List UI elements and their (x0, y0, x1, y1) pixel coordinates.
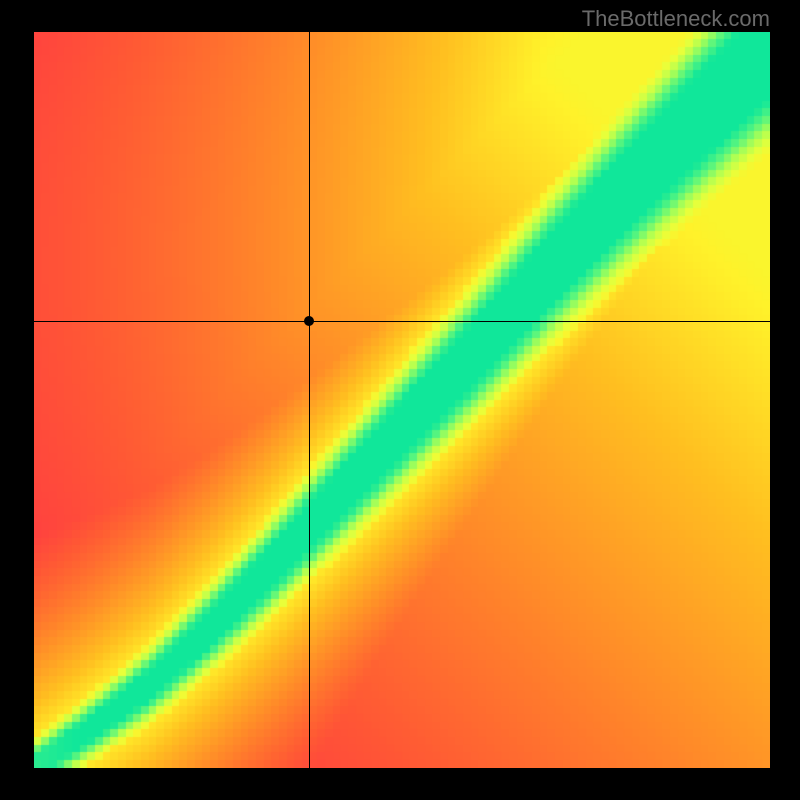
crosshair-horizontal (34, 321, 770, 322)
chart-container: TheBottleneck.com (0, 0, 800, 800)
heatmap-plot (34, 32, 770, 768)
crosshair-vertical (309, 32, 310, 768)
watermark-text: TheBottleneck.com (582, 6, 770, 32)
data-point-marker (304, 316, 314, 326)
heatmap-canvas (34, 32, 770, 768)
